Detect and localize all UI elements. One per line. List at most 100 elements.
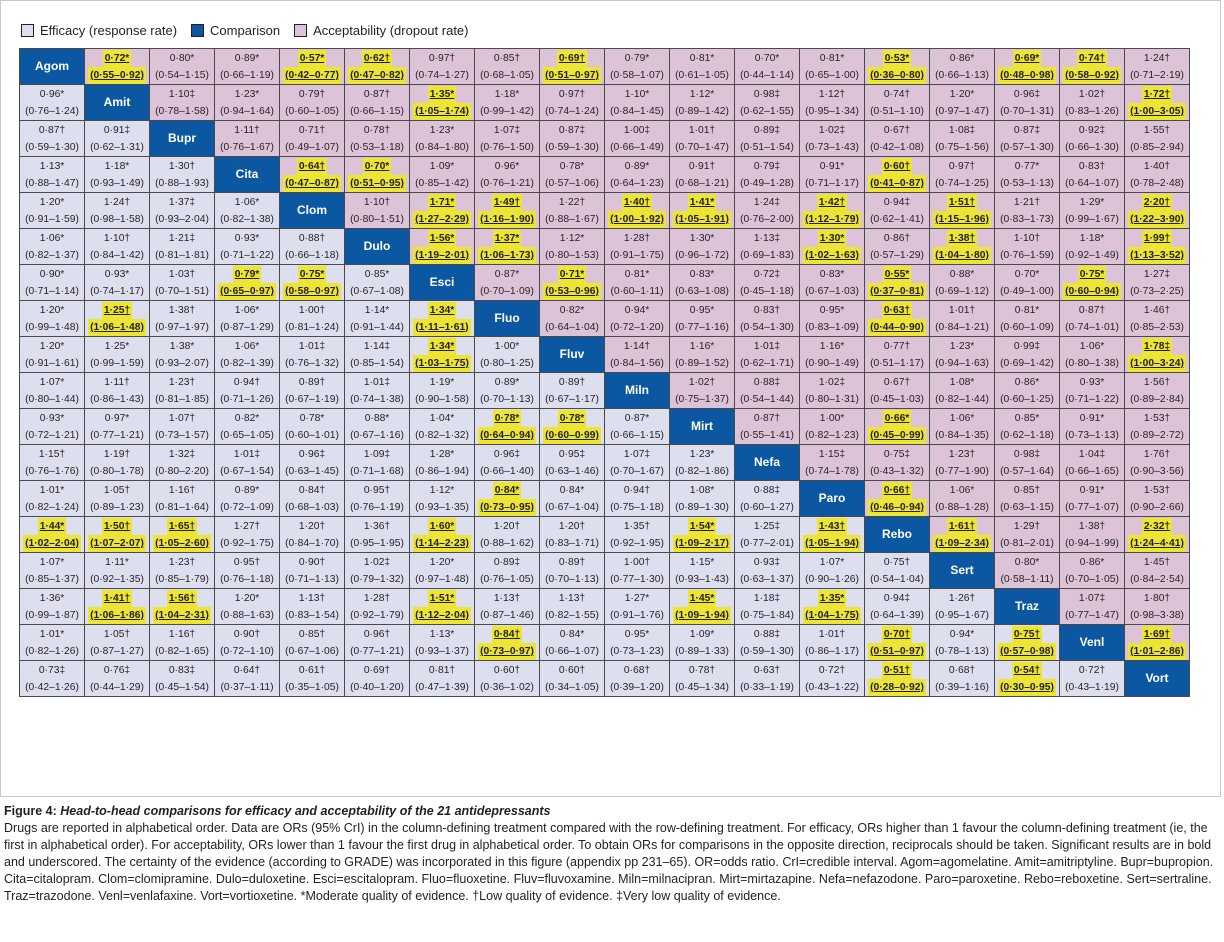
credible-interval: (0·73–0·95) — [478, 498, 536, 516]
credible-interval: (0·66–1·13) — [935, 69, 989, 81]
odds-ratio: 0·95† — [233, 556, 261, 568]
acceptability-cell: 1·41* (1·05–1·91) — [669, 192, 735, 229]
odds-ratio: 0·86* — [949, 52, 975, 64]
credible-interval: (0·85–2·53) — [1130, 321, 1184, 333]
efficacy-cell: 1·20* (0·97–1·48) — [409, 552, 475, 589]
credible-interval: (0·70–1·67) — [610, 465, 664, 477]
efficacy-cell: 1·07* (0·85–1·37) — [19, 552, 85, 589]
credible-interval: (0·70–1·31) — [1000, 105, 1054, 117]
odds-ratio: 0·87† — [38, 124, 66, 136]
odds-ratio: 1·13† — [558, 592, 586, 604]
credible-interval: (0·77–1·21) — [350, 645, 404, 657]
credible-interval: (0·60–1·11) — [610, 285, 664, 297]
odds-ratio: 0·89* — [624, 160, 650, 172]
credible-interval: (0·90–3·56) — [1130, 465, 1184, 477]
credible-interval: (0·83–1·26) — [1065, 105, 1119, 117]
odds-ratio: 0·96* — [39, 88, 65, 100]
odds-ratio: 1·71* — [427, 193, 457, 211]
efficacy-cell: 1·13† (0·82–1·55) — [539, 588, 605, 625]
odds-ratio: 0·83† — [753, 304, 781, 316]
odds-ratio: 0·95‡ — [558, 448, 586, 460]
efficacy-cell: 0·68† (0·39–1·16) — [929, 660, 995, 697]
odds-ratio: 0·78† — [363, 124, 391, 136]
efficacy-cell: 1·34* (1·03–1·75) — [409, 336, 475, 373]
credible-interval: (0·75–1·56) — [935, 141, 989, 153]
matrix-row: 1·13* (0·88–1·47) 1·18* (0·93–1·49) 1·30† (0·… — [19, 156, 1190, 193]
credible-interval: (0·58–0·92) — [1063, 66, 1121, 84]
efficacy-cell: 1·13† (0·83–1·54) — [279, 588, 345, 625]
odds-ratio: 1·19* — [429, 376, 455, 388]
credible-interval: (0·63–1·37) — [740, 573, 794, 585]
credible-interval: (1·13–3·52) — [1128, 246, 1186, 264]
acceptability-cell: 1·22† (0·88–1·67) — [539, 192, 605, 229]
efficacy-cell: 1·27† (0·92–1·75) — [214, 516, 280, 553]
acceptability-cell: 0·60† (0·41–0·87) — [864, 156, 930, 193]
credible-interval: (0·97–1·97) — [155, 321, 209, 333]
credible-interval: (0·89–1·52) — [675, 357, 729, 369]
efficacy-cell: 0·96* (0·76–1·24) — [19, 84, 85, 121]
efficacy-cell: 0·94‡ (0·64–1·39) — [864, 588, 930, 625]
credible-interval: (0·49–1·28) — [740, 177, 794, 189]
efficacy-cell: 0·87† (0·59–1·30) — [19, 120, 85, 157]
acceptability-cell: 0·62† (0·47–0·82) — [344, 48, 410, 85]
credible-interval: (1·03–1·75) — [413, 354, 471, 372]
acceptability-cell: 1·56* (1·19–2·01) — [409, 228, 475, 265]
credible-interval: (0·92–1·75) — [220, 537, 274, 549]
credible-interval: (0·76–1·05) — [480, 573, 534, 585]
credible-interval: (0·70–1·13) — [545, 573, 599, 585]
odds-ratio: 1·20† — [558, 520, 586, 532]
odds-ratio: 0·98‡ — [1013, 448, 1041, 460]
odds-ratio: 0·78* — [557, 409, 587, 427]
acceptability-cell: 0·77† (0·51–1·17) — [864, 336, 930, 373]
credible-interval: (0·91–1·76) — [610, 609, 664, 621]
efficacy-cell: 1·01‡ (0·76–1·32) — [279, 336, 345, 373]
odds-ratio: 0·83* — [689, 268, 715, 280]
odds-ratio: 1·07* — [39, 376, 65, 388]
credible-interval: (0·99–1·48) — [25, 321, 79, 333]
odds-ratio: 1·78‡ — [1141, 337, 1173, 355]
credible-interval: (0·64–1·23) — [610, 177, 664, 189]
acceptability-cell: 1·40† (0·78–2·48) — [1124, 156, 1190, 193]
efficacy-cell: 0·68† (0·39–1·20) — [604, 660, 670, 697]
odds-ratio: 1·72† — [1141, 85, 1173, 103]
odds-ratio: 0·76‡ — [103, 664, 131, 676]
efficacy-cell: 0·95† (0·76–1·19) — [344, 480, 410, 517]
odds-ratio: 0·84* — [492, 481, 522, 499]
credible-interval: (0·67–1·17) — [545, 393, 599, 405]
credible-interval: (0·73–2·25) — [1130, 285, 1184, 297]
credible-interval: (0·82–1·32) — [415, 429, 469, 441]
credible-interval: (0·89–1·23) — [90, 501, 144, 513]
credible-interval: (0·66–1·49) — [610, 141, 664, 153]
acceptability-cell: 0·91* (0·73–1·13) — [1059, 408, 1125, 445]
credible-interval: (0·45–1·18) — [740, 285, 794, 297]
acceptability-cell: 1·00* (0·82–1·23) — [799, 408, 865, 445]
credible-interval: (0·30–0·95) — [998, 678, 1056, 696]
odds-ratio: 1·20* — [39, 196, 65, 208]
credible-interval: (0·67–1·16) — [350, 429, 404, 441]
odds-ratio: 0·74† — [883, 88, 911, 100]
credible-interval: (0·63–1·08) — [675, 285, 729, 297]
acceptability-cell: 0·81* (0·60–1·11) — [604, 264, 670, 301]
efficacy-cell: 1·08* (0·89–1·30) — [669, 480, 735, 517]
acceptability-cell: 0·55* (0·37–0·81) — [864, 264, 930, 301]
efficacy-cell: 0·93* (0·72–1·21) — [19, 408, 85, 445]
credible-interval: (0·58–0·97) — [283, 282, 341, 300]
acceptability-cell: 1·38† (0·94–1·99) — [1059, 516, 1125, 553]
credible-interval: (0·89–2·72) — [1130, 429, 1184, 441]
acceptability-cell: 1·40† (1·00–1·92) — [604, 192, 670, 229]
odds-ratio: 1·07† — [168, 412, 196, 424]
acceptability-cell: 1·45† (0·84–2·54) — [1124, 552, 1190, 589]
odds-ratio: 0·69* — [1012, 49, 1042, 67]
credible-interval: (0·85–2·94) — [1130, 141, 1184, 153]
odds-ratio: 0·81* — [689, 52, 715, 64]
credible-interval: (0·48–0·98) — [998, 66, 1056, 84]
comparison-matrix: Agom 0·72* (0·55–0·92) 0·80* (0·54–1·15) 0·89… — [19, 48, 1190, 697]
acceptability-cell: 2·20† (1·22–3·90) — [1124, 192, 1190, 229]
odds-ratio: 0·88* — [364, 412, 390, 424]
efficacy-cell: 0·78* (0·60–1·01) — [279, 408, 345, 445]
efficacy-cell: 0·95† (0·76–1·18) — [214, 552, 280, 589]
credible-interval: (0·51–0·95) — [348, 174, 406, 192]
efficacy-cell: 1·16† (0·82–1·65) — [149, 624, 215, 661]
odds-ratio: 0·75† — [883, 556, 911, 568]
odds-ratio: 0·87* — [494, 268, 520, 280]
